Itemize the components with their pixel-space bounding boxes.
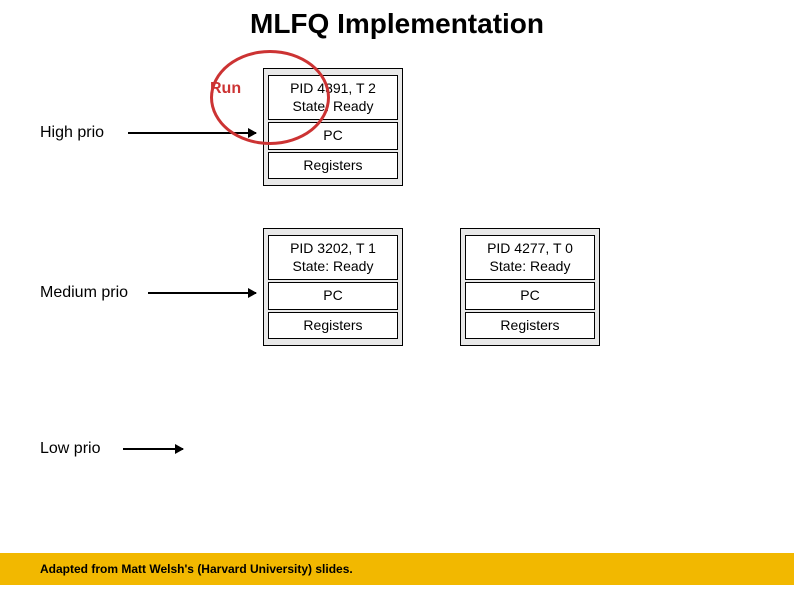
- pcb-box: PID 4277, T 0State: ReadyPCRegisters: [460, 228, 600, 346]
- pcb-cell: PID 3202, T 1State: Ready: [268, 235, 398, 280]
- pcb-cell: PID 4277, T 0State: Ready: [465, 235, 595, 280]
- pcb-cell: Registers: [268, 152, 398, 180]
- footer-bar: Adapted from Matt Welsh's (Harvard Unive…: [0, 553, 794, 585]
- footer-text: Adapted from Matt Welsh's (Harvard Unive…: [40, 562, 353, 576]
- pcb-cell: Registers: [465, 312, 595, 340]
- pcb-cell: PC: [268, 282, 398, 310]
- pcb-cell: Registers: [268, 312, 398, 340]
- prio-label: High prio: [40, 124, 104, 142]
- prio-label: Low prio: [40, 440, 100, 458]
- arrow: [123, 448, 183, 450]
- arrow: [148, 292, 256, 294]
- run-highlight-circle: [210, 50, 330, 145]
- slide-title: MLFQ Implementation: [0, 8, 794, 40]
- pcb-box: PID 3202, T 1State: ReadyPCRegisters: [263, 228, 403, 346]
- prio-label: Medium prio: [40, 284, 128, 302]
- pcb-cell: PC: [465, 282, 595, 310]
